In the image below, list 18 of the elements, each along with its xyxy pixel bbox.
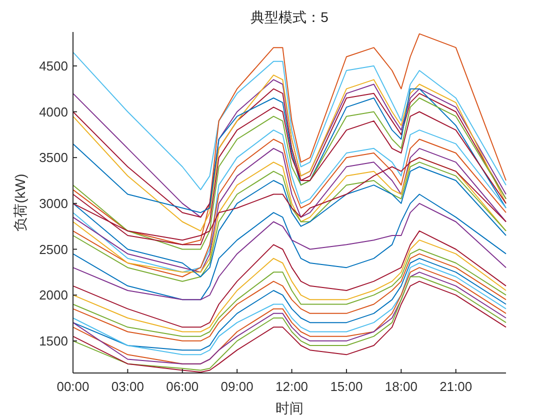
chart-title: 典型模式：5 <box>250 9 329 25</box>
y-tick-label: 4500 <box>39 58 68 74</box>
x-tick-label: 12:00 <box>276 379 308 394</box>
y-tick-label: 2500 <box>39 242 68 257</box>
y-tick-label: 3000 <box>39 196 68 211</box>
x-tick-label: 06:00 <box>166 379 199 394</box>
y-tick-label: 3500 <box>39 150 68 166</box>
x-tick-label: 09:00 <box>220 379 254 394</box>
y-tick-label: 1500 <box>39 333 68 348</box>
y-axis-title: 负荷(kW) <box>12 174 28 232</box>
x-tick-label: 03:00 <box>111 379 144 394</box>
x-tick-label: 00:00 <box>56 379 90 394</box>
x-tick-label: 21:00 <box>440 379 472 394</box>
x-tick-label: 18:00 <box>384 379 418 394</box>
x-axis-title: 时间 <box>276 400 304 416</box>
x-tick-label: 15:00 <box>330 379 363 394</box>
y-tick-label: 4000 <box>39 104 68 120</box>
y-tick-label: 2000 <box>39 288 68 303</box>
